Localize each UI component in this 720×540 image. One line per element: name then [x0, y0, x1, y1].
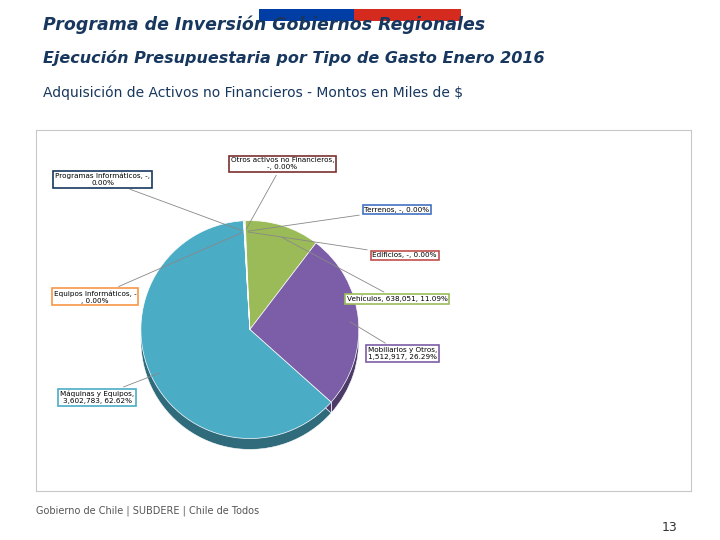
Text: Terrenos, -, 0.00%: Terrenos, -, 0.00%	[248, 207, 430, 231]
Text: Programas Informáticos, -,
0.00%: Programas Informáticos, -, 0.00%	[55, 172, 242, 231]
Wedge shape	[250, 254, 359, 413]
Wedge shape	[245, 221, 250, 329]
Wedge shape	[141, 232, 331, 449]
Text: Otros activos no Financieros,
-, 0.00%: Otros activos no Financieros, -, 0.00%	[231, 157, 334, 229]
Wedge shape	[246, 220, 316, 329]
Wedge shape	[141, 221, 331, 438]
Text: Gobierno de Chile | SUBDERE | Chile de Todos: Gobierno de Chile | SUBDERE | Chile de T…	[36, 506, 259, 516]
Wedge shape	[245, 232, 250, 340]
Wedge shape	[244, 232, 250, 340]
Wedge shape	[244, 232, 250, 340]
Wedge shape	[246, 232, 316, 340]
Wedge shape	[244, 221, 250, 329]
Bar	[259, 9, 354, 21]
Text: Máquinas y Equipos,
3,602,783, 62.62%: Máquinas y Equipos, 3,602,783, 62.62%	[60, 373, 159, 404]
Wedge shape	[244, 221, 250, 329]
Text: 13: 13	[662, 521, 678, 534]
Wedge shape	[243, 221, 250, 329]
Text: Programa de Inversión Gobiernos Regionales: Programa de Inversión Gobiernos Regional…	[43, 16, 485, 34]
Wedge shape	[245, 232, 250, 340]
Text: Vehículos, 638,051, 11.09%: Vehículos, 638,051, 11.09%	[282, 237, 447, 302]
Text: Adquisición de Activos no Financieros - Montos en Miles de $: Adquisición de Activos no Financieros - …	[43, 86, 464, 100]
Wedge shape	[245, 221, 250, 329]
Wedge shape	[250, 243, 359, 402]
Text: Equipos Informáticos, -
, 0.00%: Equipos Informáticos, - , 0.00%	[54, 233, 242, 303]
Text: Mobiliarios y Otros,
1,512,917, 26.29%: Mobiliarios y Otros, 1,512,917, 26.29%	[350, 322, 437, 360]
Text: Edificios, -, 0.00%: Edificios, -, 0.00%	[248, 232, 437, 259]
Wedge shape	[243, 232, 250, 340]
Bar	[354, 9, 461, 21]
Text: Ejecución Presupuestaria por Tipo de Gasto Enero 2016: Ejecución Presupuestaria por Tipo de Gas…	[43, 50, 545, 66]
